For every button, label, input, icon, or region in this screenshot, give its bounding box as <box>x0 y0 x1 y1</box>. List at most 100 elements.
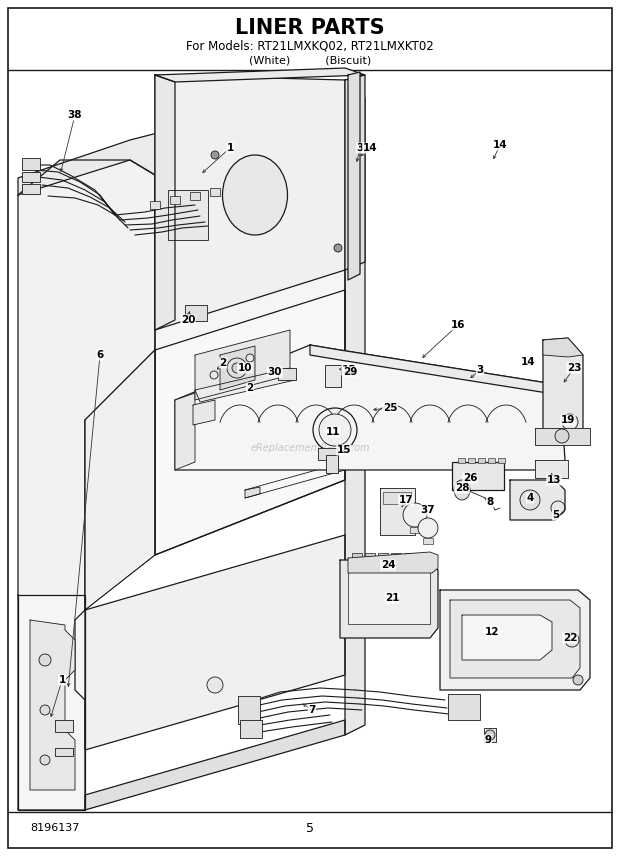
Text: (White)          (Biscuit): (White) (Biscuit) <box>249 55 371 65</box>
Polygon shape <box>535 428 590 445</box>
Text: 25: 25 <box>383 403 397 413</box>
Bar <box>55 748 73 756</box>
Text: LINER PARTS: LINER PARTS <box>235 18 385 38</box>
Text: 28: 28 <box>454 483 469 493</box>
Text: 5: 5 <box>552 510 560 520</box>
Circle shape <box>232 363 242 373</box>
Text: 16: 16 <box>451 320 465 330</box>
Text: 30: 30 <box>268 367 282 377</box>
Text: 14: 14 <box>493 140 507 150</box>
Bar <box>468 458 475 463</box>
Circle shape <box>39 654 51 666</box>
Text: 38: 38 <box>68 110 82 120</box>
Bar <box>410 527 420 533</box>
Text: 15: 15 <box>337 445 352 455</box>
Polygon shape <box>18 85 345 195</box>
Bar <box>478 458 485 463</box>
Bar <box>378 553 388 561</box>
Circle shape <box>403 503 427 527</box>
Text: 26: 26 <box>463 473 477 483</box>
Text: 3: 3 <box>476 365 484 375</box>
Polygon shape <box>155 105 345 555</box>
Text: 6: 6 <box>96 350 104 360</box>
Bar <box>326 455 338 473</box>
Polygon shape <box>155 75 345 330</box>
Text: 24: 24 <box>381 560 396 570</box>
Polygon shape <box>310 345 560 395</box>
Polygon shape <box>85 350 155 610</box>
Bar <box>498 458 505 463</box>
Bar <box>404 553 414 561</box>
Polygon shape <box>345 75 365 270</box>
Bar <box>488 458 495 463</box>
Bar <box>238 696 260 724</box>
Text: 15: 15 <box>342 365 356 375</box>
Text: 4: 4 <box>526 493 534 503</box>
Circle shape <box>551 501 565 515</box>
Bar <box>55 720 73 732</box>
Bar <box>22 158 40 170</box>
Text: 19: 19 <box>561 415 575 425</box>
Bar <box>365 553 375 561</box>
Bar <box>391 553 401 561</box>
Polygon shape <box>440 590 590 690</box>
Circle shape <box>319 414 351 446</box>
Text: 14: 14 <box>363 143 378 153</box>
Bar <box>22 172 40 182</box>
Polygon shape <box>193 400 215 425</box>
Polygon shape <box>340 560 438 638</box>
Circle shape <box>418 518 438 538</box>
Text: 17: 17 <box>399 495 414 505</box>
Polygon shape <box>175 393 195 470</box>
Bar <box>150 201 160 209</box>
Text: 8: 8 <box>486 497 494 507</box>
Polygon shape <box>348 552 438 573</box>
Bar <box>458 458 465 463</box>
Polygon shape <box>18 160 155 810</box>
Bar <box>348 572 430 624</box>
Text: 1: 1 <box>58 675 66 685</box>
Bar <box>185 305 207 321</box>
Circle shape <box>211 151 219 159</box>
Text: 2: 2 <box>219 358 227 368</box>
Polygon shape <box>18 595 85 810</box>
Text: For Models: RT21LMXKQ02, RT21LMXKT02: For Models: RT21LMXKQ02, RT21LMXKT02 <box>186 39 434 52</box>
Bar <box>278 368 296 380</box>
Text: 21: 21 <box>385 593 399 603</box>
Polygon shape <box>245 487 260 498</box>
Bar <box>417 553 427 561</box>
Polygon shape <box>195 368 295 402</box>
Text: 3: 3 <box>356 143 363 153</box>
Circle shape <box>485 730 495 740</box>
Text: 7: 7 <box>308 705 316 715</box>
Bar <box>168 190 208 240</box>
Polygon shape <box>220 346 255 390</box>
Bar <box>452 462 504 490</box>
Polygon shape <box>348 72 360 280</box>
Text: 1: 1 <box>226 143 234 153</box>
Text: 10: 10 <box>237 363 252 373</box>
Polygon shape <box>155 290 345 555</box>
Circle shape <box>246 354 254 362</box>
Text: 37: 37 <box>421 505 435 515</box>
Polygon shape <box>155 68 365 82</box>
Circle shape <box>520 490 540 510</box>
Circle shape <box>207 677 223 693</box>
Circle shape <box>565 633 579 647</box>
Circle shape <box>40 705 50 715</box>
Text: 9: 9 <box>484 735 492 745</box>
Bar <box>22 184 40 194</box>
Polygon shape <box>543 338 583 357</box>
Text: 8196137: 8196137 <box>30 823 79 833</box>
Bar <box>190 192 200 200</box>
Polygon shape <box>155 75 175 330</box>
Text: 2: 2 <box>246 383 254 393</box>
Circle shape <box>573 675 583 685</box>
Text: 14: 14 <box>521 357 535 367</box>
Circle shape <box>40 755 50 765</box>
Text: 13: 13 <box>547 475 561 485</box>
Text: eReplacementParts.com: eReplacementParts.com <box>250 443 370 453</box>
Bar <box>448 694 480 720</box>
Polygon shape <box>543 338 583 440</box>
Bar <box>383 492 411 504</box>
